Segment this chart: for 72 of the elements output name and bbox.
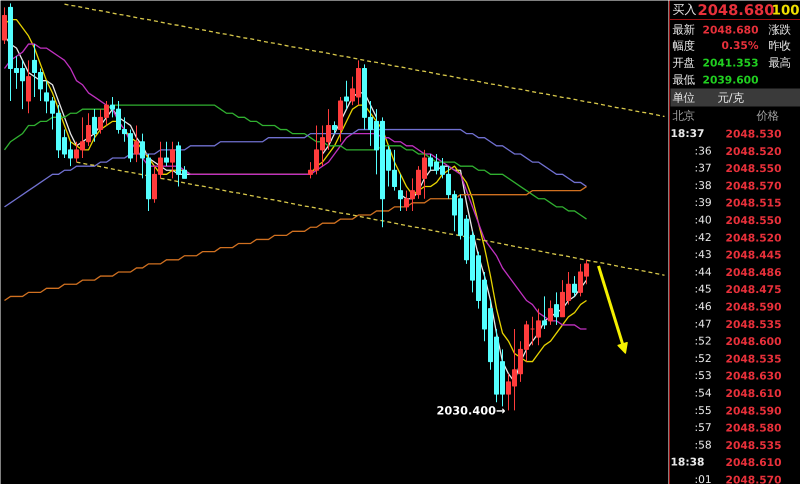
text: 昨收 (768, 38, 790, 52)
text: 2048.535 (726, 318, 782, 331)
text: 2048.520 (726, 231, 782, 244)
text: 2041.353 (702, 56, 759, 70)
text: 2048.535 (726, 438, 782, 452)
text: 元/克 (718, 90, 744, 104)
text: :44 (694, 265, 712, 278)
text: 2048.550 (726, 214, 782, 227)
text: 18:38 (670, 456, 704, 469)
text: :52 (694, 334, 712, 348)
text: 单位 (672, 90, 694, 104)
text: 2048.580 (726, 422, 782, 435)
annotation: 2030.400→ (436, 403, 506, 418)
text: 买入 (672, 2, 696, 16)
text: :47 (694, 317, 712, 330)
text: 2048.610 (726, 387, 782, 400)
text: :43 (694, 248, 712, 262)
text: :36 (694, 144, 712, 158)
text: :55 (694, 404, 712, 417)
candlestick (164, 141, 169, 167)
text: 2048.590 (726, 404, 782, 418)
text: 2048.515 (726, 196, 782, 210)
text: 100 (772, 4, 800, 18)
candlestick (344, 80, 349, 110)
text: :38 (694, 178, 712, 192)
text: 最新 (672, 22, 694, 36)
text: 2048.445 (726, 248, 782, 262)
candlestick (548, 300, 553, 326)
candlestick (92, 108, 97, 142)
text: 2039.600 (702, 74, 759, 86)
text: :54 (694, 386, 712, 400)
text: 2048.550 (726, 162, 782, 176)
text: :37 (694, 162, 712, 175)
text: 2048.535 (726, 352, 782, 366)
text: :53 (694, 369, 712, 382)
text: 幅度 (672, 38, 694, 52)
text: 2048.680 (698, 2, 774, 19)
text: :45 (694, 282, 712, 296)
text: 开盘 (672, 56, 694, 70)
text: 2048.520 (726, 144, 782, 158)
text: :57 (694, 421, 712, 434)
candlestick (554, 292, 559, 326)
text: 2048.600 (726, 335, 782, 348)
text: :52 (694, 352, 712, 365)
candlestick (542, 296, 547, 330)
text: 价格 (756, 108, 778, 122)
text: :40 (694, 214, 712, 226)
text: 涨跌 (768, 22, 790, 36)
candlestick (332, 120, 337, 134)
text: 2048.486 (726, 266, 782, 279)
text: :46 (694, 300, 712, 313)
text: 2048.530 (726, 128, 782, 140)
text: 2048.570 (726, 474, 782, 484)
candlestick (572, 276, 577, 297)
text: :01 (694, 473, 712, 484)
text: :39 (694, 196, 712, 210)
text: :58 (694, 438, 712, 452)
candlestick (398, 174, 403, 212)
text: 北京 (672, 108, 694, 122)
text: 2048.475 (726, 283, 782, 296)
text: 2048.630 (726, 370, 782, 383)
text: 0.35% (722, 39, 759, 52)
text: 2048.610 (726, 456, 782, 470)
text: 2048.590 (726, 300, 782, 314)
candlestick (134, 124, 139, 163)
text: 最高 (768, 56, 790, 70)
text: :42 (694, 230, 712, 244)
text: 2048.570 (726, 179, 782, 192)
text: 18:37 (670, 127, 704, 140)
text: 2048.680 (702, 24, 759, 36)
candlestick (170, 141, 175, 179)
text: 最低 (672, 72, 694, 86)
